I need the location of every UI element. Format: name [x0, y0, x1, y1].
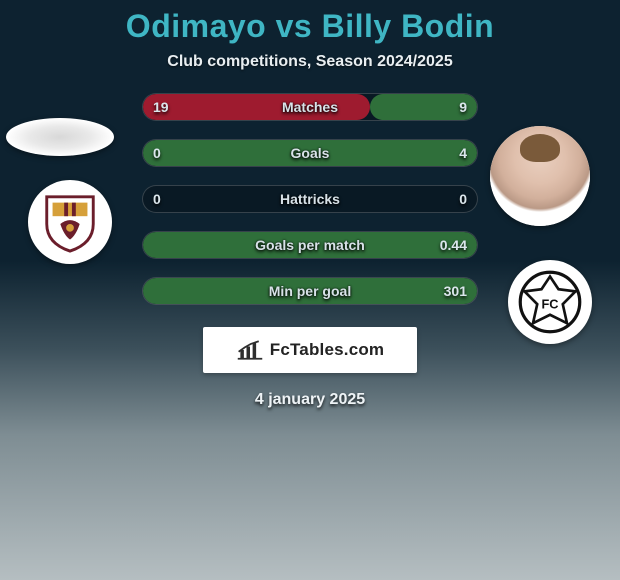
club-badge-right: FC [508, 260, 592, 344]
stat-row-goals: Goals04 [142, 139, 478, 167]
page-title: Odimayo vs Billy Bodin [0, 8, 620, 45]
avatar-placeholder-icon [490, 126, 590, 226]
crest-icon [39, 191, 101, 253]
crest-icon: FC [516, 268, 584, 336]
bar-fill-right [143, 232, 477, 258]
stat-value-right: 0 [459, 191, 467, 207]
page-subtitle: Club competitions, Season 2024/2025 [0, 53, 620, 71]
svg-text:FC: FC [542, 296, 559, 311]
stat-row-hattricks: Hattricks0 0 [142, 185, 478, 213]
stat-row-min-per-goal: Min per goal301 [142, 277, 478, 305]
brand-text: FcTables.com [270, 340, 385, 360]
date-label: 4 january 2025 [0, 391, 620, 409]
chart-icon [236, 339, 264, 361]
bar-fill-right [370, 94, 477, 120]
stat-label: Hattricks [143, 191, 477, 207]
bar-fill-right [143, 278, 477, 304]
stat-bars: Matches199 Goals04 Hattricks0 0 Goals per ma… [142, 93, 478, 305]
player-avatar-billy-bodin [490, 126, 590, 226]
bar-fill-right [143, 140, 477, 166]
stat-row-goals-per-match: Goals per match0.44 [142, 231, 478, 259]
stat-row-matches: Matches199 [142, 93, 478, 121]
club-badge-northampton [28, 180, 112, 264]
brand-box[interactable]: FcTables.com [203, 327, 417, 373]
stat-value-left: 0 [153, 191, 161, 207]
bar-fill-left [143, 94, 370, 120]
player-avatar-odimayo [6, 118, 114, 156]
comparison-card: Odimayo vs Billy Bodin Club competitions… [0, 0, 620, 580]
